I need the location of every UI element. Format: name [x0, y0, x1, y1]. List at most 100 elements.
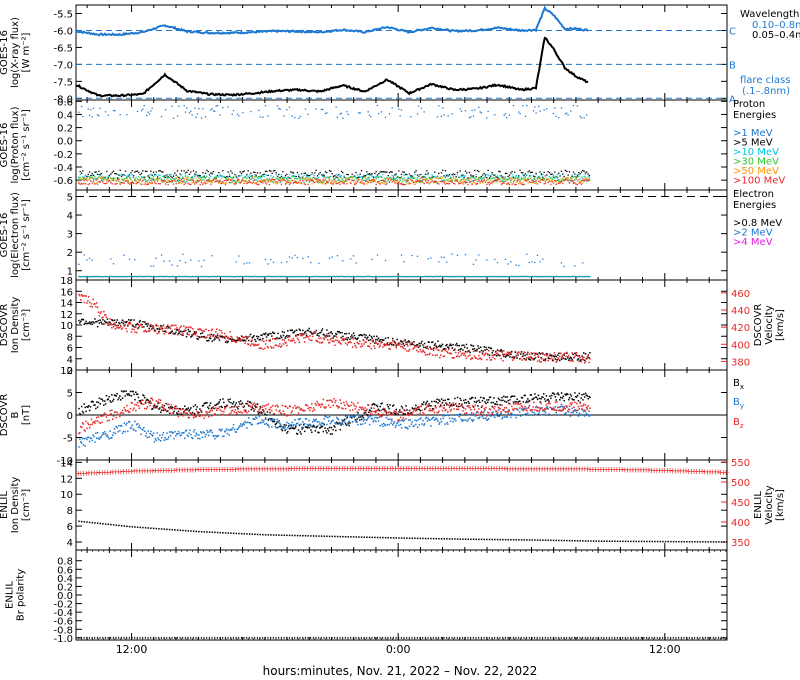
data-point: [175, 275, 177, 278]
data-point: [152, 180, 155, 182]
data-point: [93, 303, 95, 305]
data-point: [206, 175, 208, 177]
data-point: [384, 259, 387, 262]
data-point: [326, 535, 328, 538]
data-point: [311, 183, 313, 185]
data-point: [503, 177, 505, 179]
data-point: [219, 174, 221, 177]
data-point: [503, 275, 506, 278]
data-point: [524, 180, 527, 182]
data-point: [478, 106, 480, 108]
data-point: [396, 338, 398, 341]
data-point: [506, 178, 508, 181]
data-point: [551, 180, 553, 183]
data-point: [511, 176, 513, 179]
data-point: [694, 541, 696, 543]
data-point: [291, 179, 293, 182]
data-point: [278, 337, 280, 340]
data-point: [407, 340, 410, 342]
data-point: [222, 532, 224, 534]
data-point: [432, 537, 435, 540]
ytick-label: 8: [67, 506, 73, 517]
data-point: [478, 177, 480, 180]
data-point: [570, 179, 572, 182]
data-point: [119, 276, 121, 278]
data-point: [244, 176, 247, 179]
data-point: [94, 303, 96, 305]
data-point: [307, 329, 310, 332]
data-point: [548, 357, 550, 360]
data-point: [523, 179, 525, 181]
data-point: [170, 175, 172, 178]
data-point: [268, 183, 271, 186]
data-point: [562, 357, 565, 359]
data-point: [528, 178, 531, 180]
data-point: [176, 529, 179, 531]
data-point: [88, 257, 91, 260]
data-point: [426, 182, 428, 184]
data-point: [292, 181, 295, 183]
data-point: [131, 324, 134, 327]
data-point: [438, 261, 440, 263]
data-point: [431, 354, 434, 356]
legend-title: Energies: [733, 200, 776, 211]
data-point: [191, 182, 193, 184]
data-point: [249, 345, 252, 347]
data-point: [205, 275, 207, 278]
data-point: [407, 350, 410, 352]
data-point: [162, 181, 164, 183]
data-point: [118, 180, 120, 183]
data-point: [368, 334, 371, 337]
data-point: [166, 327, 168, 330]
data-point: [416, 275, 419, 278]
data-point: [306, 176, 308, 178]
data-point: [340, 170, 343, 173]
data-point: [112, 109, 115, 112]
data-point: [322, 174, 324, 176]
data-point: [460, 181, 463, 184]
data-point: [160, 178, 163, 180]
data-point: [588, 176, 591, 178]
data-point: [200, 336, 203, 338]
data-point: [421, 351, 423, 353]
data-point: [363, 183, 365, 185]
data-point: [550, 275, 552, 278]
data-point: [541, 276, 543, 278]
data-point: [359, 181, 361, 183]
data-point: [91, 276, 93, 278]
data-point: [529, 276, 532, 278]
data-point: [246, 177, 248, 180]
data-point: [147, 111, 149, 113]
data-point: [423, 351, 426, 354]
data-point: [492, 349, 494, 352]
data-point: [122, 178, 124, 181]
data-point: [292, 172, 295, 174]
data-point: [470, 344, 472, 346]
data-point: [246, 181, 248, 183]
data-point: [82, 178, 84, 181]
data-point: [97, 319, 100, 322]
data-point: [350, 341, 352, 344]
data-point: [125, 321, 127, 324]
data-point: [515, 183, 517, 186]
data-point: [662, 540, 664, 543]
data-point: [404, 173, 407, 176]
data-point: [239, 175, 241, 177]
data-point: [575, 183, 577, 185]
data-point: [95, 182, 97, 184]
data-point: [126, 177, 128, 180]
data-point: [524, 173, 527, 175]
data-point: [516, 276, 518, 278]
data-point: [227, 532, 230, 534]
data-point: [78, 111, 80, 113]
data-point: [139, 275, 141, 278]
data-point: [267, 534, 270, 536]
data-point: [375, 177, 377, 179]
data-point: [457, 349, 460, 351]
data-point: [431, 276, 434, 278]
data-point: [280, 345, 283, 347]
data-point: [172, 275, 174, 278]
data-point: [120, 321, 123, 324]
data-point: [496, 352, 499, 355]
data-point: [259, 338, 262, 341]
